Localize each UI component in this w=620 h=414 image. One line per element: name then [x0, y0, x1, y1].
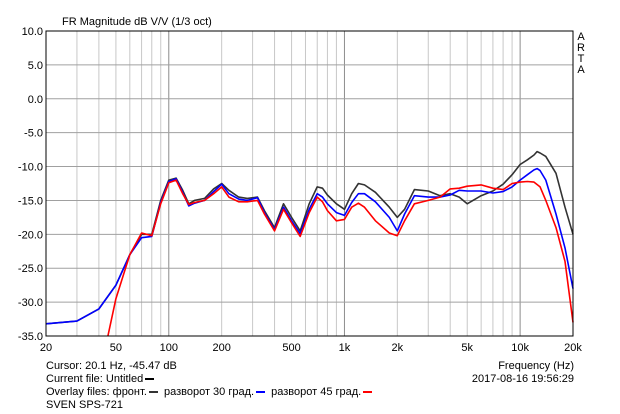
chart-title: FR Magnitude dB V/V (1/3 oct) — [62, 16, 212, 28]
y-tick-label: -15.0 — [18, 195, 43, 207]
y-tick-label: -35.0 — [18, 331, 43, 343]
overlay-item-45deg: разворот 45 град. — [271, 386, 362, 398]
arta-letter: A — [577, 64, 585, 76]
current-file-label: Current file: Untitled — [46, 373, 144, 385]
y-tick-label: 0.0 — [28, 94, 43, 106]
arta-letter: A — [577, 31, 585, 43]
y-tick-label: -20.0 — [18, 229, 43, 241]
current-file-swatch — [145, 378, 155, 381]
x-tick-label: 200 — [212, 342, 230, 354]
overlay-swatch-30deg — [256, 391, 266, 394]
x-tick-label: 1k — [339, 342, 351, 354]
y-tick-label: -30.0 — [18, 297, 43, 309]
y-tick-label: 10.0 — [22, 26, 43, 38]
plot-border — [45, 30, 574, 337]
x-tick-label: 5k — [461, 342, 473, 354]
overlay-item-30deg: разворот 30 град. — [163, 386, 255, 398]
arta-letter: R — [577, 42, 585, 54]
current-file-line: Current file: Untitled — [46, 373, 157, 386]
overlay-swatch-front — [148, 391, 158, 394]
series-lines — [45, 150, 574, 337]
plot-frame — [46, 31, 573, 336]
series-line-2 — [107, 179, 574, 337]
cursor-readout: Cursor: 20.1 Hz, -45.47 dB — [46, 360, 177, 372]
timestamp: 2017-08-16 19:56:29 — [472, 373, 574, 385]
arta-letter: T — [578, 53, 585, 65]
y-tick-label: 5.0 — [28, 60, 43, 72]
device-name: SVEN SPS-721 — [46, 399, 124, 411]
x-tick-label: 20 — [40, 342, 52, 354]
y-tick-label: -25.0 — [18, 263, 43, 275]
overlay-files-line: Overlay files: фронт. разворот 30 град. … — [46, 386, 375, 399]
y-tick-label: -10.0 — [18, 162, 43, 174]
x-axis-label: Frequency (Hz) — [498, 360, 574, 372]
x-tick-label: 10k — [511, 342, 529, 354]
axis-tick-labels: 10.0 5.0 0.0 -5.0 -10.0 -15.0 -20.0 -25.0 -30.0 -… — [18, 26, 582, 354]
y-tick-label: -5.0 — [24, 128, 43, 140]
x-tick-label: 500 — [282, 342, 300, 354]
overlay-item-front: фронт. — [112, 386, 147, 398]
x-tick-label: 50 — [110, 342, 122, 354]
x-tick-label: 20k — [564, 342, 582, 354]
overlay-swatch-45deg — [363, 391, 373, 394]
x-tick-label: 2k — [392, 342, 404, 354]
x-tick-label: 100 — [160, 342, 178, 354]
overlay-prefix: Overlay files: — [46, 386, 110, 398]
